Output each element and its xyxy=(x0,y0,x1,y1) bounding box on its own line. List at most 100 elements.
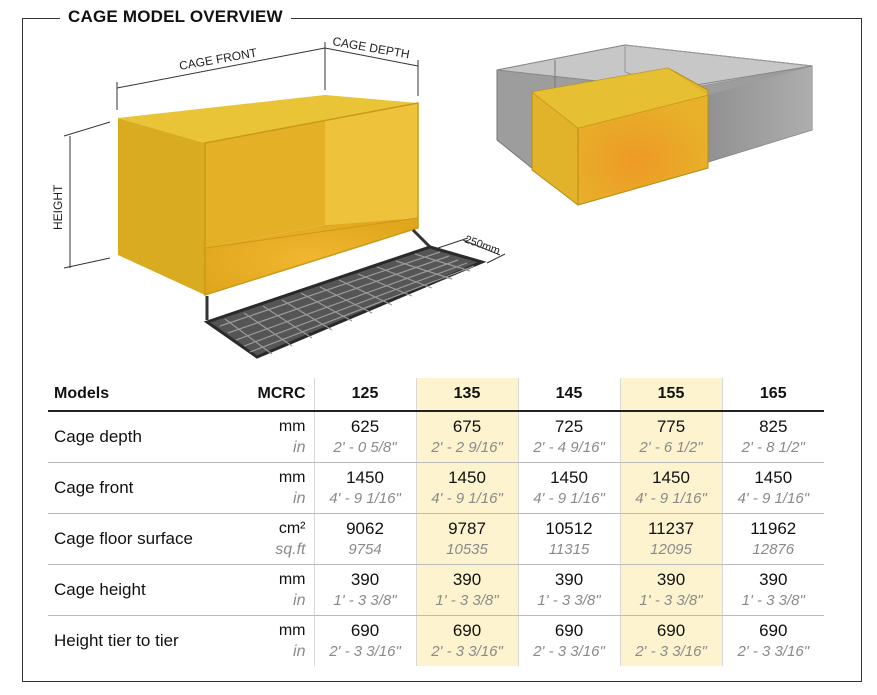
value-primary: 10512 xyxy=(545,519,593,538)
row-units: mm in xyxy=(234,616,314,667)
unit-secondary: in xyxy=(293,439,306,456)
value-primary: 1450 xyxy=(346,468,384,487)
cage-floor xyxy=(205,218,418,295)
value-secondary: 4' - 9 1/16" xyxy=(431,490,503,507)
value-primary: 9787 xyxy=(448,519,486,538)
cage-illustration: CAGE FRONT CAGE DEPTH HEIGHT 250mm xyxy=(51,34,813,359)
value-primary: 725 xyxy=(554,417,584,436)
value-primary: 775 xyxy=(656,417,686,436)
value-secondary: 2' - 8 1/2" xyxy=(741,439,805,456)
models-header: Models xyxy=(48,378,234,412)
spec-table: Models MCRC 125 135 145 155 165 Cage dep… xyxy=(48,378,824,666)
value-primary: 9062 xyxy=(346,519,384,538)
model-header: 165 xyxy=(721,378,824,412)
table-cell: 11962 12876 xyxy=(721,513,824,565)
grey-double-cage xyxy=(496,44,813,206)
value-primary: 1450 xyxy=(652,468,690,487)
table-cell: 1450 4' - 9 1/16" xyxy=(721,462,824,514)
value-secondary: 2' - 3 3/16" xyxy=(737,643,810,660)
value-secondary: 2' - 4 9/16" xyxy=(533,439,605,456)
value-secondary: 2' - 6 1/2" xyxy=(639,439,703,456)
row-units: cm² sq.ft xyxy=(234,513,314,565)
row-units: mm in xyxy=(234,564,314,616)
table-cell: 1450 4' - 9 1/16" xyxy=(415,462,518,514)
cage-top-face xyxy=(118,95,418,143)
value-primary: 690 xyxy=(554,621,584,640)
row-units: mm in xyxy=(234,411,314,463)
value-secondary: 4' - 9 1/16" xyxy=(737,490,810,507)
value-secondary: 11315 xyxy=(548,541,590,558)
table-cell: 1450 4' - 9 1/16" xyxy=(517,462,620,514)
table-cell: 10512 11315 xyxy=(517,513,620,565)
row-label: Cage floor surface xyxy=(48,513,234,565)
value-secondary: 1' - 3 3/8" xyxy=(741,592,805,609)
table-cell: 690 2' - 3 3/16" xyxy=(415,615,518,666)
value-primary: 390 xyxy=(350,570,380,589)
value-primary: 390 xyxy=(759,570,788,589)
value-secondary: 4' - 9 1/16" xyxy=(329,490,401,507)
value-primary: 1450 xyxy=(550,468,588,487)
value-primary: 390 xyxy=(656,570,686,589)
unit-primary: mm xyxy=(278,469,306,486)
value-secondary: 1' - 3 3/8" xyxy=(333,592,397,609)
table-cell: 1450 4' - 9 1/16" xyxy=(619,462,722,514)
table-cell: 1450 4' - 9 1/16" xyxy=(313,462,416,514)
page-title: CAGE MODEL OVERVIEW xyxy=(60,7,291,27)
value-primary: 825 xyxy=(759,417,788,436)
model-header: 145 xyxy=(517,378,620,412)
value-primary: 675 xyxy=(452,417,482,436)
value-secondary: 9754 xyxy=(348,541,382,558)
value-secondary: 10535 xyxy=(446,541,488,558)
cage-side-face xyxy=(118,118,205,295)
value-secondary: 12095 xyxy=(650,541,692,558)
value-primary: 11962 xyxy=(750,519,797,538)
table-row: Cage front mm in 1450 4' - 9 1/16" 1450 4' - 9… xyxy=(48,462,824,514)
value-secondary: 2' - 2 9/16" xyxy=(431,439,503,456)
value-secondary: 1' - 3 3/8" xyxy=(435,592,499,609)
cage-front-frame xyxy=(204,102,419,297)
unit-secondary: sq.ft xyxy=(275,541,306,558)
table-header: Models MCRC 125 135 145 155 165 xyxy=(48,378,824,412)
unit-primary: mm xyxy=(278,571,306,588)
table-cell: 625 2' - 0 5/8" xyxy=(313,411,416,463)
table-cell: 690 2' - 3 3/16" xyxy=(721,615,824,666)
overview-frame xyxy=(22,18,862,682)
table-row: Cage depth mm in 625 2' - 0 5/8" 675 2' - 2 9/… xyxy=(48,411,824,463)
tray-grid xyxy=(203,245,487,359)
row-label: Cage depth xyxy=(48,411,234,463)
table-cell: 690 2' - 3 3/16" xyxy=(313,615,416,666)
value-secondary: 2' - 3 3/16" xyxy=(635,643,707,660)
value-primary: 1450 xyxy=(754,468,793,487)
value-primary: 390 xyxy=(554,570,584,589)
value-secondary: 4' - 9 1/16" xyxy=(635,490,707,507)
row-label: Cage front xyxy=(48,462,234,514)
value-primary: 390 xyxy=(452,570,482,589)
yellow-cage xyxy=(118,95,419,297)
value-primary: 690 xyxy=(656,621,686,640)
value-secondary: 4' - 9 1/16" xyxy=(533,490,605,507)
value-secondary: 2' - 3 3/16" xyxy=(431,643,503,660)
table-cell: 11237 12095 xyxy=(619,513,722,565)
table-cell: 690 2' - 3 3/16" xyxy=(517,615,620,666)
height-label: HEIGHT xyxy=(51,184,65,230)
mcrc-header: MCRC xyxy=(234,378,314,412)
table-cell: 675 2' - 2 9/16" xyxy=(415,411,518,463)
dimension-lines xyxy=(63,42,506,269)
drawer-tray xyxy=(203,228,487,359)
table-cell: 825 2' - 8 1/2" xyxy=(721,411,824,463)
table-row: Cage height mm in 390 1' - 3 3/8" 390 1' - 3 3… xyxy=(48,564,824,616)
cage-back-wall xyxy=(205,120,325,248)
table-cell: 390 1' - 3 3/8" xyxy=(415,564,518,616)
value-primary: 690 xyxy=(452,621,482,640)
row-units: mm in xyxy=(234,462,314,514)
unit-secondary: in xyxy=(293,643,306,660)
unit-secondary: in xyxy=(293,592,306,609)
tray-depth-label: 250mm xyxy=(463,234,502,258)
value-primary: 690 xyxy=(350,621,380,640)
table-row: Height tier to tier mm in 690 2' - 3 3/16" 69… xyxy=(48,615,824,667)
table-cell: 390 1' - 3 3/8" xyxy=(517,564,620,616)
table-cell: 9062 9754 xyxy=(313,513,416,565)
cage-inner-side xyxy=(325,103,418,225)
unit-secondary: in xyxy=(293,490,306,507)
table-cell: 390 1' - 3 3/8" xyxy=(619,564,722,616)
